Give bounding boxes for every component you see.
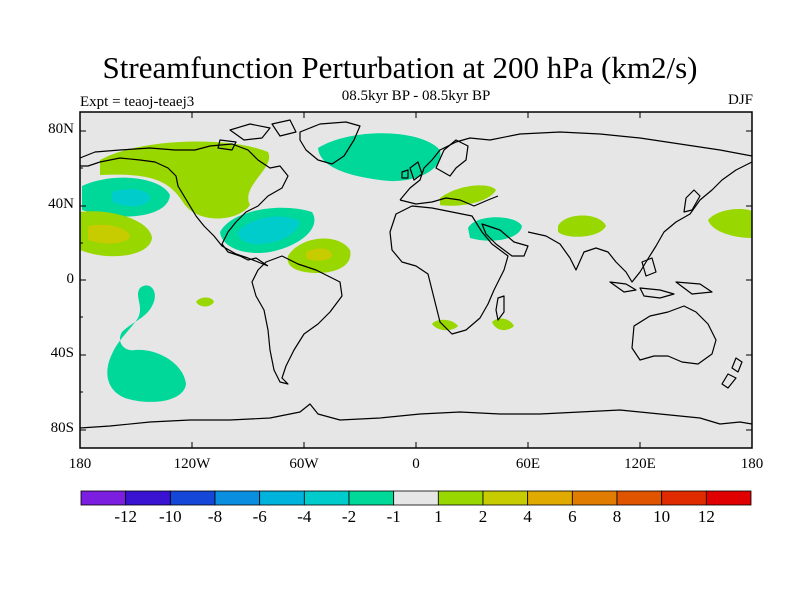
contour-negative-middle-east xyxy=(468,217,522,241)
contour-positive-central-asia xyxy=(558,215,606,237)
colorbar-swatch xyxy=(393,490,439,506)
lon-label-60e: 60E xyxy=(515,456,541,472)
colorbar-label: -1 xyxy=(386,507,401,526)
colorbar-swatch xyxy=(214,490,261,506)
colorbar-label: 10 xyxy=(653,507,671,526)
contour-positive-tropical-atlantic-core xyxy=(306,248,332,261)
contour-negative-caribbean-core xyxy=(238,216,300,244)
coastline-japan xyxy=(683,189,701,213)
lat-label-40s: 40S xyxy=(50,345,74,361)
colorbar-swatch xyxy=(348,490,395,506)
experiment-label: Expt = teaoj-teaej3 xyxy=(80,94,195,110)
coastline-scandinavia xyxy=(435,139,469,177)
coastline-british-isles xyxy=(401,161,423,181)
coastline-south-asia xyxy=(527,161,752,283)
colorbar-swatch xyxy=(125,490,171,506)
colorbar-label: 8 xyxy=(612,507,622,526)
coastline-arabia xyxy=(481,223,529,257)
lat-label-0: 0 xyxy=(66,271,75,287)
colorbar-label: 6 xyxy=(568,507,577,526)
coastline-north-america xyxy=(80,143,289,267)
season-label: DJF xyxy=(727,92,753,108)
lon-label-60w: 60W xyxy=(289,456,319,472)
coastline-south-america xyxy=(251,255,343,385)
colorbar-label: -10 xyxy=(158,507,182,526)
colorbar-swatch xyxy=(482,490,529,506)
coastline-madagascar xyxy=(495,295,505,321)
period-label: 08.5kyr BP - 08.5kyr BP xyxy=(341,88,491,104)
coastline-arctic-islands xyxy=(217,119,297,151)
contour-positive-madagascar xyxy=(492,318,514,331)
colorbar-label: -4 xyxy=(297,507,312,526)
lon-label-180-west: 180 xyxy=(68,456,92,472)
contour-fills xyxy=(80,133,752,402)
colorbar-swatch xyxy=(169,490,216,506)
colorbar-label: 12 xyxy=(697,507,715,526)
contour-positive-mediterranean xyxy=(440,185,496,206)
colorbar xyxy=(80,490,752,506)
colorbar-swatch xyxy=(527,490,573,506)
coastline-antarctica xyxy=(80,403,752,429)
colorbar-swatch xyxy=(80,490,127,506)
lon-label-120e: 120E xyxy=(624,456,656,472)
coastline-africa xyxy=(389,205,509,335)
map-title: Streamfunction Perturbation at 200 hPa (… xyxy=(102,50,698,85)
contour-positive-south-atlantic xyxy=(196,297,214,307)
colorbar-label: 1 xyxy=(434,507,443,526)
colorbar-label: 2 xyxy=(478,507,488,526)
colorbar-label: -12 xyxy=(114,507,137,526)
lon-label-180-east: 180 xyxy=(740,456,764,472)
colorbar-label: -8 xyxy=(207,507,223,526)
lon-label-120w: 120W xyxy=(173,456,211,472)
colorbar-swatch xyxy=(303,490,350,506)
lon-label-0: 0 xyxy=(412,456,420,472)
coastline-greenland xyxy=(299,121,361,165)
lat-label-80s: 80S xyxy=(50,420,74,436)
coastline-new-zealand xyxy=(721,357,743,389)
colorbar-swatch xyxy=(571,490,618,506)
contour-positive-northwest-pacific xyxy=(708,209,752,238)
contour-negative-south-pacific xyxy=(107,285,186,402)
contour-positive-south-africa xyxy=(432,319,458,331)
lat-label-40n: 40N xyxy=(48,196,74,212)
colorbar-swatch xyxy=(259,490,305,506)
contour-positive-subtropical-pacific-core xyxy=(88,224,130,244)
coastlines xyxy=(80,119,752,429)
coastline-maritime-continent xyxy=(609,257,713,299)
colorbar-swatch xyxy=(437,490,484,506)
lat-label-80n: 80N xyxy=(48,121,74,137)
coastline-australia xyxy=(631,305,717,365)
colorbar-label: -2 xyxy=(341,507,357,526)
colorbar-label: 4 xyxy=(523,507,532,526)
colorbar-swatch xyxy=(616,490,663,506)
colorbar-label: -6 xyxy=(252,507,267,526)
contour-negative-north-pacific-core xyxy=(112,189,150,207)
colorbar-swatch xyxy=(661,490,707,506)
colorbar-swatch xyxy=(705,490,752,506)
axis-ticks xyxy=(79,112,753,448)
